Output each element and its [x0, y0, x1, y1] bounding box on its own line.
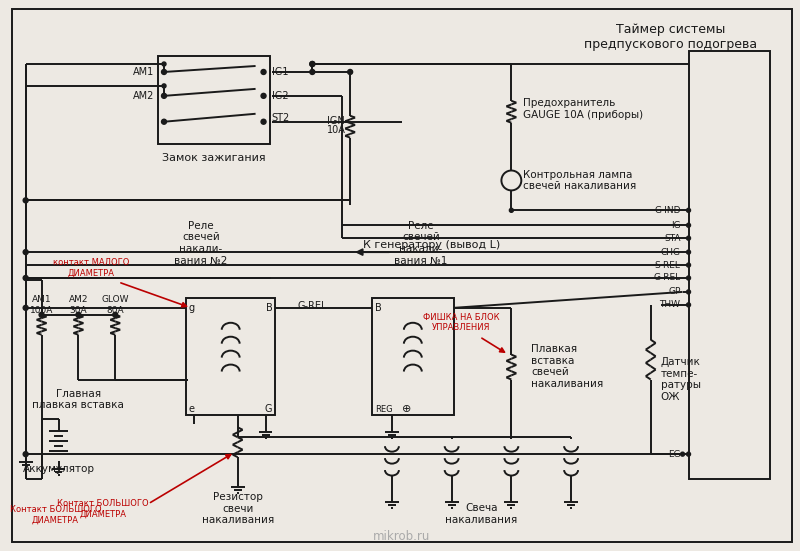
Circle shape [502, 170, 522, 191]
Circle shape [686, 223, 690, 227]
Text: Контрольная лампа
свечей накаливания: Контрольная лампа свечей накаливания [523, 170, 637, 191]
Circle shape [23, 276, 28, 280]
Text: CHG: CHG [661, 247, 681, 257]
Text: IG: IG [671, 221, 681, 230]
Text: ФИШКА НА БЛОК
УПРАВЛЕНИЯ: ФИШКА НА БЛОК УПРАВЛЕНИЯ [423, 313, 500, 332]
Circle shape [348, 69, 353, 74]
Circle shape [261, 119, 266, 124]
Circle shape [686, 452, 690, 456]
Text: ST2: ST2 [271, 113, 290, 123]
Circle shape [686, 250, 690, 254]
Text: G-IND: G-IND [654, 206, 681, 215]
Text: IG1: IG1 [271, 67, 288, 77]
Circle shape [686, 276, 690, 280]
Text: REG: REG [375, 405, 393, 414]
Circle shape [23, 250, 28, 255]
Text: Главная
плавкая вставка: Главная плавкая вставка [33, 388, 124, 410]
Text: AM2: AM2 [133, 91, 154, 101]
Text: Реле
свечей
накали-
вания №1: Реле свечей накали- вания №1 [394, 221, 447, 266]
Circle shape [162, 119, 166, 124]
Text: g: g [189, 303, 195, 313]
Circle shape [310, 62, 314, 67]
Text: STA: STA [664, 234, 681, 242]
Text: IGN: IGN [327, 116, 345, 126]
Text: Замок зажигания: Замок зажигания [162, 153, 266, 163]
Circle shape [39, 312, 44, 317]
Circle shape [686, 303, 690, 307]
Text: ⊕: ⊕ [402, 404, 411, 414]
Bar [689, 51, 770, 479]
Circle shape [510, 208, 514, 212]
Text: AM2
30A: AM2 30A [69, 295, 88, 315]
Circle shape [681, 452, 685, 456]
Text: B: B [266, 303, 273, 313]
Text: Контакт БОЛЬШОГО
ДИАМЕТРА: Контакт БОЛЬШОГО ДИАМЕТРА [10, 505, 102, 525]
Text: 10A: 10A [326, 125, 346, 134]
Text: контакт МАЛОГО
ДИАМЕТРА: контакт МАЛОГО ДИАМЕТРА [53, 258, 130, 278]
Text: S-REL: S-REL [654, 261, 681, 269]
Circle shape [686, 290, 690, 294]
Bar [372, 298, 454, 415]
Circle shape [113, 312, 118, 317]
Circle shape [310, 69, 314, 74]
Bar [186, 298, 275, 415]
Text: К генератору (вывод L): К генератору (вывод L) [363, 240, 500, 250]
Text: Свеча
накаливания: Свеча накаливания [446, 503, 518, 525]
Circle shape [162, 69, 166, 74]
Circle shape [76, 312, 81, 317]
Text: e: e [189, 404, 195, 414]
Circle shape [261, 93, 266, 98]
Circle shape [686, 208, 690, 212]
Circle shape [686, 263, 690, 267]
Text: Реле
свечей
накали-
вания №2: Реле свечей накали- вания №2 [174, 221, 227, 266]
Circle shape [310, 62, 314, 67]
Text: Контакт БОЛЬШОГО
ДИАМЕТРА: Контакт БОЛЬШОГО ДИАМЕТРА [58, 499, 149, 518]
Bar [158, 56, 270, 144]
Circle shape [23, 452, 28, 457]
Text: THW: THW [659, 300, 681, 309]
Text: Резистор
свечи
накаливания: Резистор свечи накаливания [202, 492, 274, 526]
Text: B: B [375, 303, 382, 313]
Text: mikrob.ru: mikrob.ru [373, 530, 430, 543]
Circle shape [162, 93, 166, 98]
Text: AM1: AM1 [133, 67, 154, 77]
Circle shape [261, 69, 266, 74]
Text: IG2: IG2 [271, 91, 288, 101]
Text: G-REL: G-REL [654, 273, 681, 283]
Text: G-REL: G-REL [298, 301, 327, 311]
Text: GLOW
80A: GLOW 80A [102, 295, 129, 315]
Text: EG: EG [668, 450, 681, 458]
Text: Датчик
темпе-
ратуры
ОЖ: Датчик темпе- ратуры ОЖ [661, 357, 701, 402]
Circle shape [23, 198, 28, 203]
Text: G: G [265, 404, 273, 414]
Text: GP: GP [668, 288, 681, 296]
Circle shape [23, 305, 28, 310]
Circle shape [162, 84, 166, 88]
Text: Таймер системы
предпускового подогрева: Таймер системы предпускового подогрева [584, 23, 757, 51]
Text: Плавкая
вставка
свечей
накаливания: Плавкая вставка свечей накаливания [531, 344, 603, 389]
Text: Аккумулятор: Аккумулятор [22, 464, 94, 474]
Circle shape [686, 236, 690, 240]
Circle shape [162, 62, 166, 66]
Text: AM1
100A: AM1 100A [30, 295, 54, 315]
Text: Предохранитель
GAUGE 10A (приборы): Предохранитель GAUGE 10A (приборы) [523, 98, 643, 120]
